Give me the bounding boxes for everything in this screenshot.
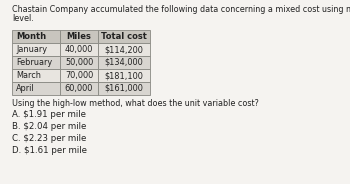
Bar xyxy=(98,56,150,69)
Bar xyxy=(60,30,98,43)
Text: March: March xyxy=(16,71,41,80)
Text: Miles: Miles xyxy=(66,32,91,41)
Text: $134,000: $134,000 xyxy=(105,58,144,67)
Text: D. $1.61 per mile: D. $1.61 per mile xyxy=(12,146,87,155)
Text: $161,000: $161,000 xyxy=(105,84,144,93)
Bar xyxy=(12,30,60,43)
Bar xyxy=(98,82,150,95)
Bar xyxy=(98,43,150,56)
Bar xyxy=(12,56,60,69)
Bar xyxy=(60,43,98,56)
Bar xyxy=(12,43,60,56)
Text: February: February xyxy=(16,58,52,67)
Bar xyxy=(60,56,98,69)
Bar xyxy=(98,30,150,43)
Text: A. $1.91 per mile: A. $1.91 per mile xyxy=(12,110,86,119)
Text: 50,000: 50,000 xyxy=(65,58,93,67)
Text: January: January xyxy=(16,45,47,54)
Bar xyxy=(12,82,60,95)
Text: 60,000: 60,000 xyxy=(65,84,93,93)
Text: level.: level. xyxy=(12,14,34,23)
Text: 70,000: 70,000 xyxy=(65,71,93,80)
Text: Total cost: Total cost xyxy=(101,32,147,41)
Bar xyxy=(12,69,60,82)
Text: 40,000: 40,000 xyxy=(65,45,93,54)
Text: April: April xyxy=(16,84,35,93)
Text: B. $2.04 per mile: B. $2.04 per mile xyxy=(12,122,86,131)
Bar xyxy=(60,69,98,82)
Text: C. $2.23 per mile: C. $2.23 per mile xyxy=(12,134,86,143)
Text: Month: Month xyxy=(16,32,46,41)
Bar xyxy=(98,69,150,82)
Text: Using the high-low method, what does the unit variable cost?: Using the high-low method, what does the… xyxy=(12,99,259,108)
Bar xyxy=(60,82,98,95)
Text: Chastain Company accumulated the following data concerning a mixed cost using mi: Chastain Company accumulated the followi… xyxy=(12,5,350,14)
Text: $114,200: $114,200 xyxy=(105,45,144,54)
Text: $181,100: $181,100 xyxy=(105,71,144,80)
